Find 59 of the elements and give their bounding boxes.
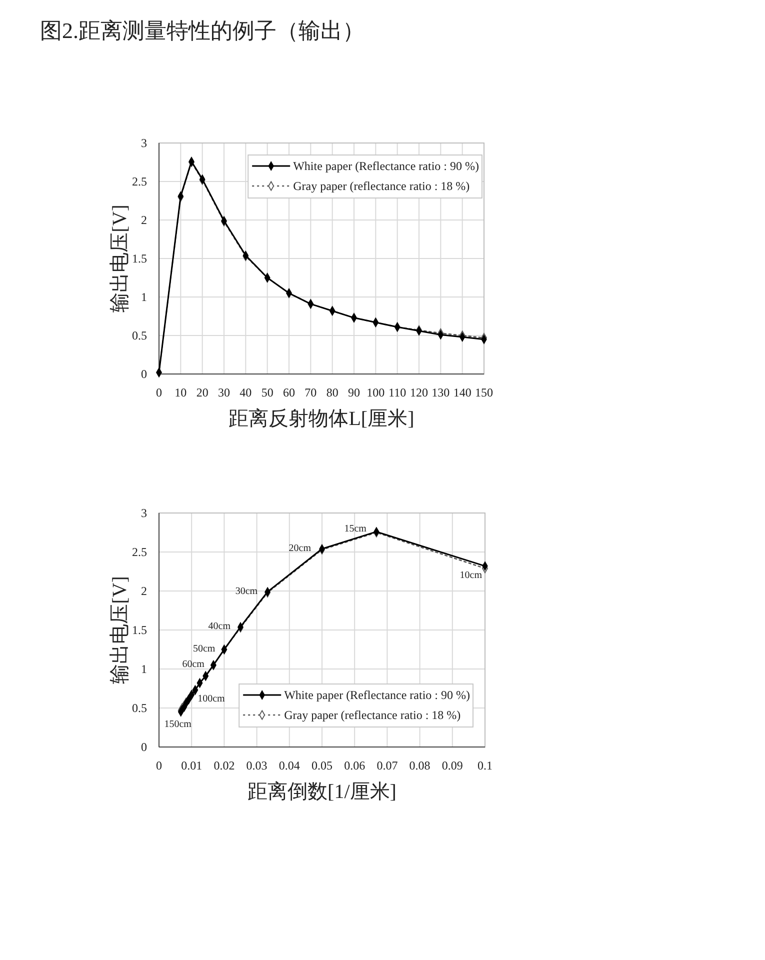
x-tick-label: 60 (283, 386, 295, 400)
x-tick-label: 140 (453, 386, 472, 400)
y-tick-label: 0 (141, 740, 147, 754)
x-tick-label: 0 (156, 386, 162, 400)
x-axis-title: 距离倒数[1/厘米] (248, 781, 396, 803)
x-tick-label: 0.03 (246, 758, 268, 773)
chart-title: 图2.距离测量特性的例子（输出） (40, 18, 364, 43)
y-tick-label: 0.5 (132, 700, 147, 715)
x-axis-title: 距离反射物体L[厘米] (228, 408, 414, 430)
x-tick-label: 0.05 (312, 758, 332, 773)
annotation: 150cm (164, 718, 192, 730)
x-tick-label: 120 (410, 386, 428, 400)
y-tick-label: 2 (141, 212, 147, 227)
x-tick-label: 0.02 (214, 758, 235, 773)
annotation: 40cm (208, 620, 231, 632)
x-tick-label: 0.09 (442, 758, 463, 773)
legend-label: Gray paper (reflectance ratio : 18 %) (284, 708, 461, 722)
annotation: 100cm (198, 694, 226, 705)
x-tick-label: 150 (475, 386, 493, 400)
annotation: 10cm (460, 570, 482, 582)
x-tick-label: 0.01 (181, 758, 202, 773)
y-axis-title: 输出电压[V] (109, 204, 131, 312)
annotation: 50cm (192, 644, 216, 654)
y-tick-label: 3 (141, 136, 147, 150)
x-tick-label: 100 (366, 386, 385, 400)
x-tick-label: 90 (348, 386, 360, 400)
x-tick-label: 0 (156, 758, 162, 773)
x-tick-label: 0.1 (478, 758, 492, 773)
y-tick-label: 1 (141, 662, 147, 676)
y-axis-title: 输出电压[V] (109, 576, 131, 684)
y-tick-label: 0.5 (132, 328, 147, 342)
annotation: 15cm (344, 524, 367, 535)
x-tick-label: 20 (196, 386, 208, 400)
x-tick-label: 10 (174, 386, 187, 400)
legend-label: White paper (Reflectance ratio : 90 %) (293, 159, 480, 173)
annotation: 20cm (288, 542, 312, 554)
y-tick-label: 1.5 (132, 251, 147, 266)
y-tick-label: 0 (141, 366, 147, 381)
x-tick-label: 70 (304, 386, 317, 400)
y-tick-label: 2.5 (132, 174, 147, 188)
legend-label: White paper (Reflectance ratio : 90 %) (284, 688, 470, 702)
x-tick-label: 0.07 (376, 758, 398, 773)
x-tick-label: 0.06 (344, 758, 366, 773)
x-tick-label: 130 (432, 386, 450, 400)
y-tick-label: 2 (141, 584, 147, 598)
x-tick-label: 30 (218, 386, 230, 400)
y-tick-label: 2.5 (132, 544, 147, 559)
x-tick-label: 50 (261, 386, 274, 400)
x-tick-label: 0.08 (409, 758, 430, 773)
x-tick-label: 0.04 (278, 758, 300, 773)
x-tick-label: 110 (388, 386, 406, 400)
y-tick-label: 1.5 (132, 622, 147, 637)
annotation: 30cm (235, 586, 258, 597)
x-tick-label: 40 (240, 386, 252, 400)
legend-label: Gray paper (reflectance ratio : 18 %) (293, 179, 470, 193)
y-tick-label: 1 (141, 290, 147, 304)
y-tick-label: 3 (141, 506, 147, 520)
x-tick-label: 80 (326, 386, 338, 400)
annotation: 60cm (182, 659, 205, 670)
